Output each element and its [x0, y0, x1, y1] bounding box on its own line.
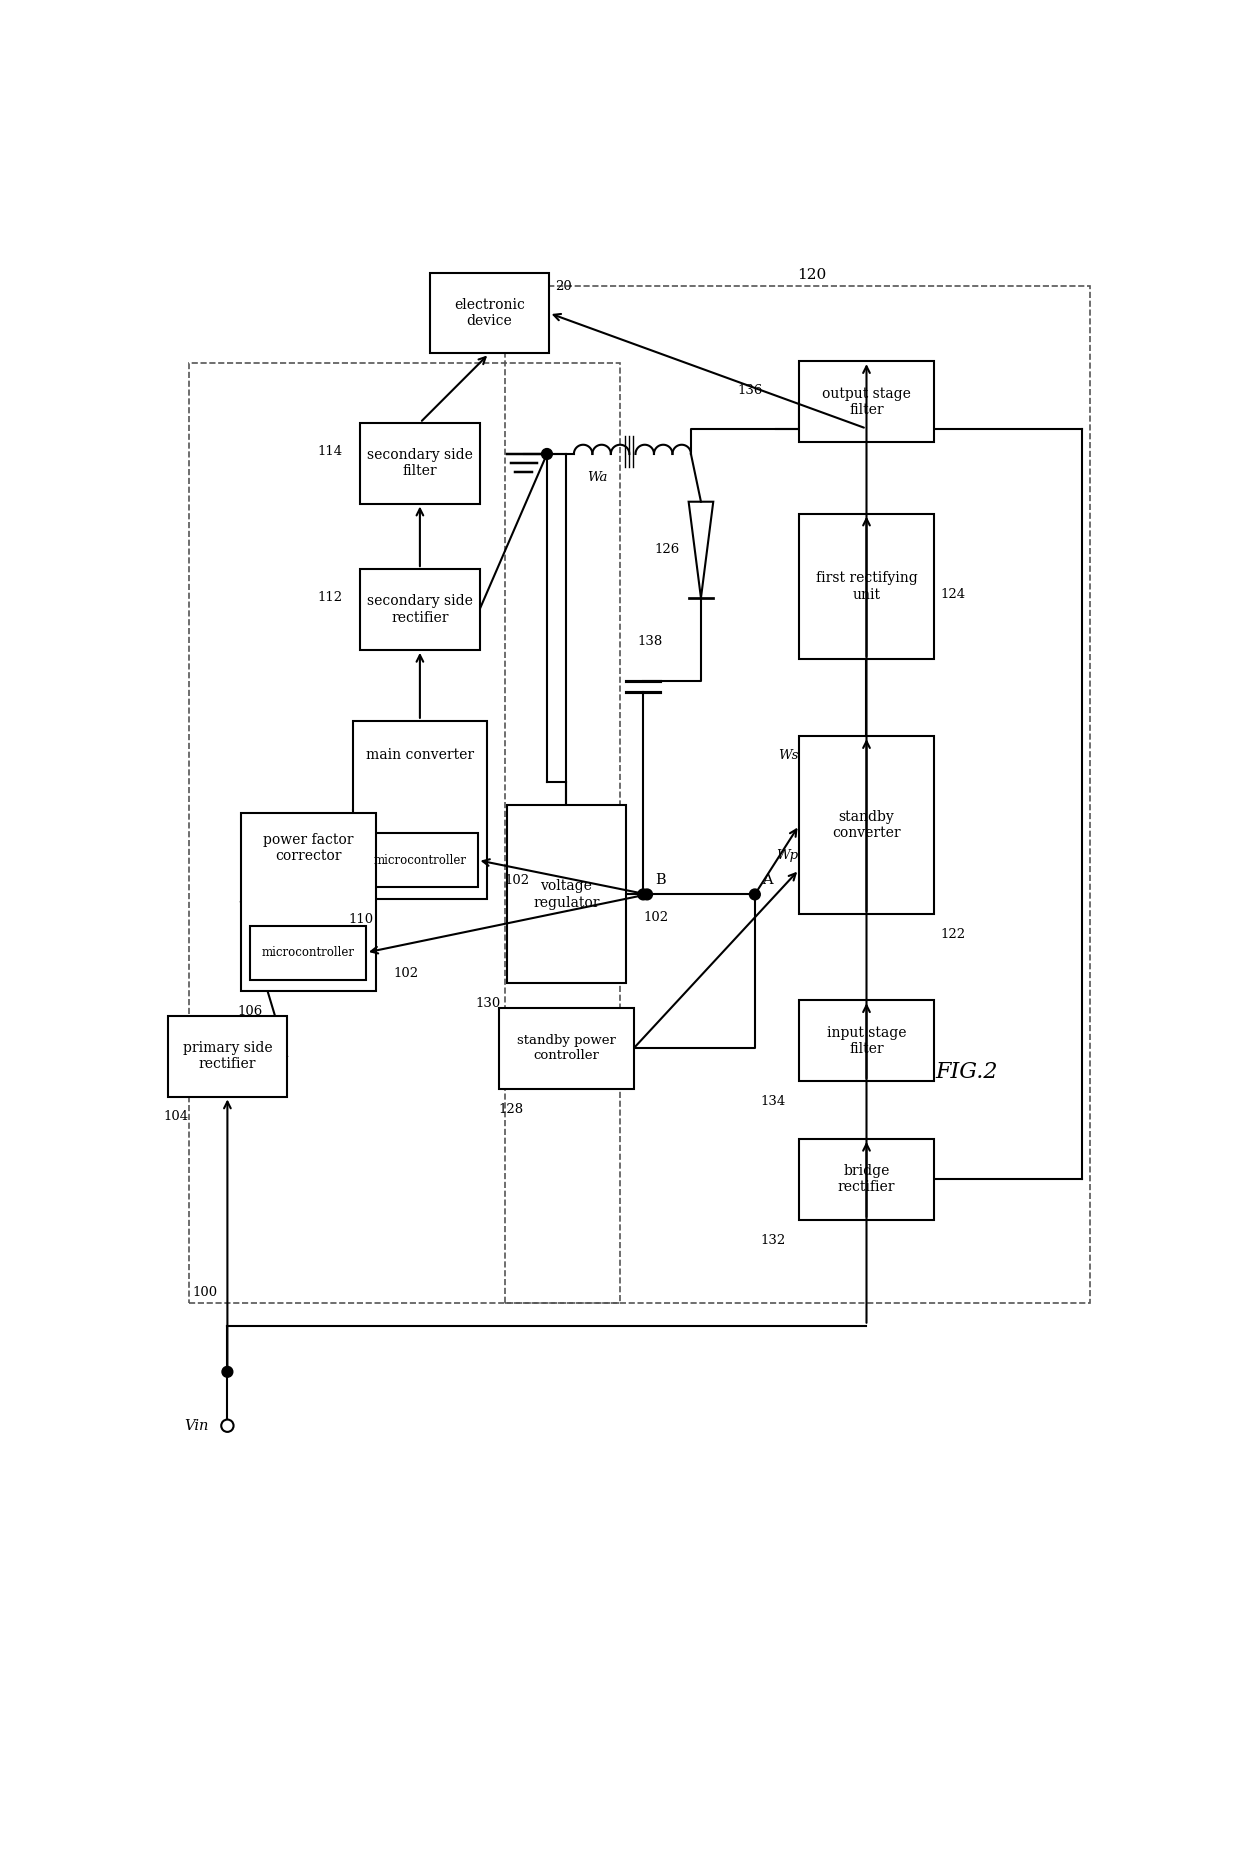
Text: 126: 126 [655, 543, 680, 556]
Text: 20: 20 [556, 281, 572, 294]
Text: secondary side
rectifier: secondary side rectifier [367, 595, 472, 625]
Circle shape [637, 889, 649, 900]
Bar [167, 1016, 288, 1096]
Text: 102: 102 [644, 911, 668, 924]
Text: microcontroller: microcontroller [373, 853, 466, 866]
Text: 122: 122 [940, 928, 965, 941]
Bar [352, 720, 487, 898]
Bar [799, 515, 934, 659]
Text: microcontroller: microcontroller [262, 947, 355, 960]
Text: FIG.2: FIG.2 [935, 1061, 998, 1083]
Text: secondary side
filter: secondary side filter [367, 449, 472, 479]
Text: 132: 132 [760, 1233, 786, 1246]
Text: 102: 102 [393, 967, 418, 980]
Text: 110: 110 [348, 913, 373, 926]
Bar [362, 833, 477, 887]
Text: input stage
filter: input stage filter [827, 1025, 906, 1055]
Text: output stage
filter: output stage filter [822, 387, 911, 417]
Bar [498, 1008, 634, 1089]
Text: A: A [763, 872, 774, 887]
Circle shape [221, 1420, 233, 1431]
Bar [361, 569, 480, 649]
Circle shape [222, 1366, 233, 1377]
Circle shape [641, 889, 652, 900]
Text: 124: 124 [940, 587, 965, 601]
Text: Wa: Wa [587, 471, 608, 485]
Bar [188, 363, 620, 1302]
Text: 102: 102 [505, 874, 529, 887]
Text: 128: 128 [498, 1102, 525, 1115]
Text: power factor
corrector: power factor corrector [263, 833, 353, 863]
Text: Ws: Ws [779, 748, 799, 761]
Bar [429, 273, 549, 354]
Text: 138: 138 [637, 634, 662, 647]
Bar [799, 735, 934, 915]
Text: 136: 136 [738, 384, 763, 397]
Text: 120: 120 [797, 268, 826, 283]
Bar [361, 423, 480, 503]
Bar [799, 1139, 934, 1220]
Text: standby power
controller: standby power controller [517, 1035, 615, 1063]
Circle shape [542, 449, 552, 460]
Text: 134: 134 [760, 1095, 786, 1108]
Bar [799, 1001, 934, 1081]
Text: voltage
regulator: voltage regulator [533, 879, 599, 909]
Bar [505, 286, 1090, 1302]
Bar [241, 814, 376, 992]
Text: 106: 106 [237, 1005, 263, 1018]
Text: 130: 130 [475, 997, 501, 1010]
Bar [250, 926, 366, 980]
Text: B: B [655, 872, 666, 887]
Text: electronic
device: electronic device [454, 297, 525, 327]
Text: Wp: Wp [776, 849, 799, 863]
Circle shape [749, 889, 760, 900]
Text: first rectifying
unit: first rectifying unit [816, 571, 918, 601]
Text: 104: 104 [164, 1111, 188, 1123]
Text: 112: 112 [317, 591, 343, 604]
Bar [799, 361, 934, 442]
Text: bridge
rectifier: bridge rectifier [838, 1164, 895, 1194]
Text: main converter: main converter [366, 748, 474, 763]
Text: standby
converter: standby converter [832, 810, 900, 840]
Text: 100: 100 [192, 1285, 218, 1298]
Text: primary side
rectifier: primary side rectifier [182, 1040, 273, 1072]
Text: Vin: Vin [184, 1418, 208, 1433]
Text: 114: 114 [317, 445, 343, 458]
Bar [506, 806, 626, 984]
